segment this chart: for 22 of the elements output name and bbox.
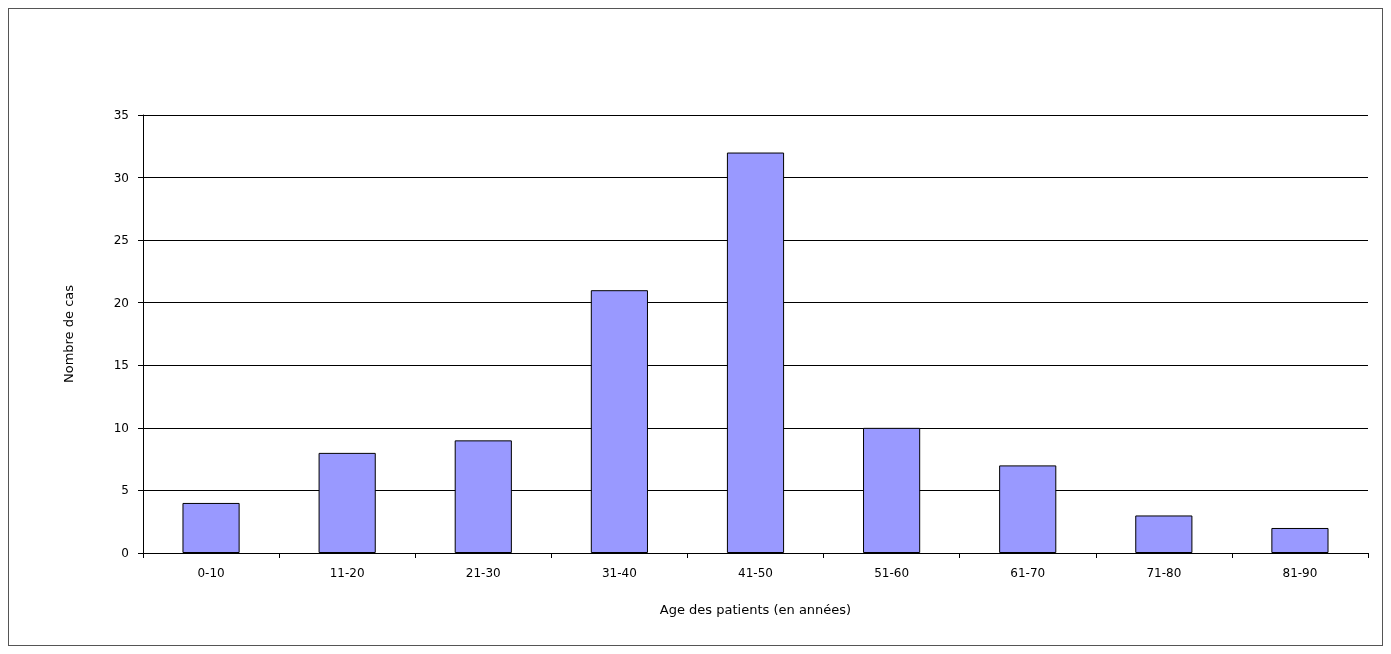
bar xyxy=(182,502,240,553)
x-tick-label: 11-20 xyxy=(329,566,365,580)
y-tick-label: 10 xyxy=(113,420,129,435)
y-tick-label: 5 xyxy=(121,483,129,498)
x-tick-label: 81-90 xyxy=(1282,566,1318,580)
y-tick-label: 35 xyxy=(113,108,129,122)
y-tick-label: 30 xyxy=(113,170,129,185)
y-axis-title: Nombre de cas xyxy=(61,284,76,384)
y-tick-label: 20 xyxy=(113,295,129,310)
y-tick-label: 15 xyxy=(113,358,129,373)
x-tick-label: 41-50 xyxy=(738,566,773,580)
bar xyxy=(1271,527,1329,553)
x-tick-label: 51-60 xyxy=(874,566,910,580)
x-axis-title: Age des patients (en années) xyxy=(659,602,852,617)
x-tick-label: 31-40 xyxy=(601,566,637,580)
x-tick-label: 71-80 xyxy=(1146,566,1182,580)
x-tick-label: 21-30 xyxy=(465,566,501,580)
x-tick-label: 61-70 xyxy=(1010,566,1046,580)
bar xyxy=(1135,515,1193,553)
x-tick-label: 0-10 xyxy=(197,566,225,580)
y-tick-label: 25 xyxy=(113,233,129,248)
y-tick-label: 0 xyxy=(121,546,129,560)
